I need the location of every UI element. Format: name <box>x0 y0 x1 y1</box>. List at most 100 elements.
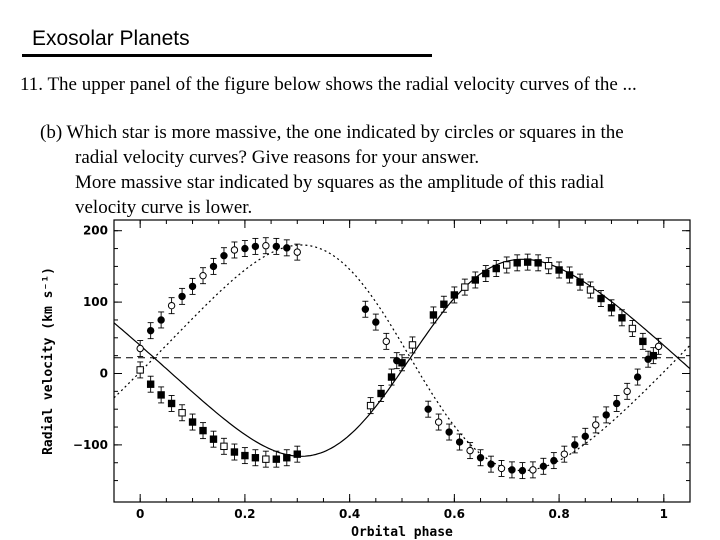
x-tick-label: 0.6 <box>444 507 465 521</box>
data-point-square <box>440 300 448 308</box>
data-point-square <box>461 283 469 291</box>
data-point-square <box>586 286 595 294</box>
data-point-circle <box>382 337 390 346</box>
data-point-square <box>157 391 165 399</box>
data-point-circle <box>612 399 621 408</box>
data-point-square <box>618 314 626 322</box>
data-point-circle <box>262 242 270 250</box>
data-point-square <box>607 304 616 312</box>
x-axis-title: Orbital phase <box>351 525 453 540</box>
data-point-square <box>408 341 417 349</box>
data-point-circle <box>654 342 663 351</box>
x-tick-label: 0 <box>136 507 144 521</box>
data-point-circle <box>361 305 370 313</box>
data-point-square <box>167 399 176 408</box>
data-point-circle <box>623 387 631 396</box>
x-tick-label: 0.8 <box>548 507 569 521</box>
part-b-line-3: More massive star indicated by squares a… <box>75 172 605 193</box>
x-tick-label: 0.4 <box>339 507 360 521</box>
data-point-square <box>555 266 563 274</box>
data-point-circle <box>283 244 291 252</box>
data-point-square <box>293 450 301 458</box>
data-point-square <box>565 271 574 279</box>
data-point-square <box>146 380 155 388</box>
data-point-circle <box>372 318 380 326</box>
data-point-circle <box>424 405 432 413</box>
data-point-square <box>576 278 584 286</box>
data-point-circle <box>455 438 464 446</box>
question-text: 11. The upper panel of the figure below … <box>20 74 637 95</box>
data-point-circle <box>529 466 537 474</box>
model-curve-circles <box>113 244 691 472</box>
data-point-circle <box>199 271 207 280</box>
slide-title: Exosolar Planets <box>32 27 190 50</box>
axis-ticks: 0 0.2 0.4 0.6 0.8 1 −100 0 100 200 <box>73 220 691 521</box>
data-point-square <box>503 261 511 269</box>
data-point-square <box>450 291 459 299</box>
title-underline <box>22 54 432 57</box>
data-point-circle <box>571 441 579 449</box>
data-point-square <box>188 418 197 426</box>
y-tick-label: 100 <box>83 295 108 309</box>
data-point-circle <box>539 462 548 471</box>
data-point-square <box>628 324 637 333</box>
data-point-circle <box>445 428 453 436</box>
data-point-circle <box>434 418 443 426</box>
data-point-circle <box>633 373 642 381</box>
x-tick-label: 0.2 <box>234 507 255 521</box>
data-points <box>136 237 663 480</box>
part-b-text: (b) Which star is more massive, the one … <box>40 120 700 220</box>
data-point-circle <box>550 456 558 465</box>
data-point-square <box>209 435 218 443</box>
data-point-circle <box>581 432 589 441</box>
data-point-square <box>230 448 239 456</box>
data-point-square <box>377 389 385 398</box>
data-point-square <box>534 259 542 267</box>
data-point-square <box>544 261 553 270</box>
data-point-circle <box>508 466 516 474</box>
data-point-square <box>387 373 396 381</box>
data-point-circle <box>188 282 197 291</box>
x-tick-label: 1 <box>660 507 668 521</box>
data-point-square <box>136 366 144 374</box>
data-point-square <box>220 442 228 451</box>
data-point-square <box>597 294 605 303</box>
part-b-line-1: (b) Which star is more massive, the one … <box>40 122 624 143</box>
data-point-circle <box>220 251 228 260</box>
data-point-square <box>492 264 500 273</box>
data-point-circle <box>592 421 600 429</box>
data-point-circle <box>497 464 506 473</box>
data-point-square <box>262 455 270 463</box>
y-tick-label: 200 <box>83 224 108 238</box>
data-point-circle <box>157 316 165 324</box>
data-point-circle <box>178 292 186 301</box>
part-b-line-2: radial velocity curves? Give reasons for… <box>75 147 480 168</box>
data-point-circle <box>136 344 144 353</box>
y-axis-title: Radial velocity (km s⁻¹) <box>41 267 56 455</box>
data-point-square <box>523 258 532 266</box>
data-point-square <box>283 454 291 462</box>
data-point-square <box>398 359 406 367</box>
data-point-circle <box>293 248 301 256</box>
data-point-square <box>639 337 647 346</box>
data-point-circle <box>230 246 239 254</box>
data-point-circle <box>146 326 155 335</box>
data-point-circle <box>518 466 527 475</box>
data-point-square <box>649 351 658 360</box>
data-point-circle <box>487 460 495 468</box>
part-b-line-4: velocity curve is lower. <box>75 197 253 218</box>
data-point-square <box>272 455 281 463</box>
data-point-square <box>429 311 438 319</box>
data-point-circle <box>272 242 281 251</box>
data-point-circle <box>602 411 610 419</box>
data-point-square <box>366 401 375 410</box>
data-point-circle <box>167 301 176 310</box>
data-point-circle <box>466 446 474 455</box>
data-point-square <box>251 454 260 462</box>
data-point-circle <box>560 450 569 458</box>
y-tick-label: 0 <box>100 366 108 380</box>
data-point-circle <box>251 242 260 251</box>
data-point-square <box>241 451 249 460</box>
y-tick-label: −100 <box>73 438 108 452</box>
data-point-circle <box>209 262 218 271</box>
